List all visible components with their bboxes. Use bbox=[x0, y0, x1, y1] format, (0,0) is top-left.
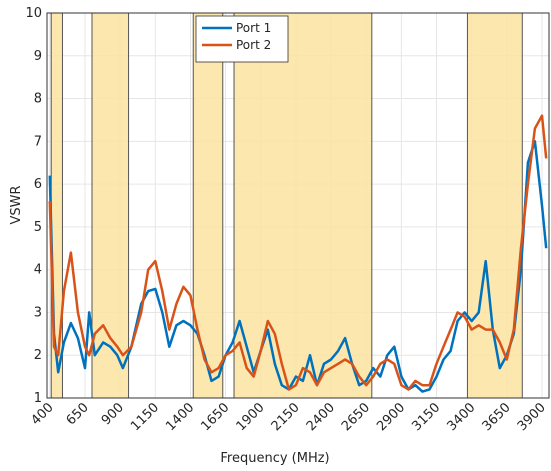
legend-label: Port 1 bbox=[236, 21, 271, 35]
line bbox=[48, 114, 548, 391]
y-tick-label: 6 bbox=[34, 177, 42, 192]
x-tick-label: 1650 bbox=[198, 400, 232, 434]
line bbox=[48, 140, 548, 393]
y-tick-label: 8 bbox=[34, 92, 42, 107]
x-tick-label: 900 bbox=[99, 400, 127, 428]
band bbox=[233, 12, 373, 399]
y-tick-label: 4 bbox=[34, 263, 42, 278]
x-tick-label: 1900 bbox=[234, 400, 268, 434]
x-tick-label: 400 bbox=[28, 400, 56, 428]
y-tick-label: 1 bbox=[34, 391, 42, 406]
x-tick-label: 2900 bbox=[374, 400, 408, 434]
y-tick-label: 9 bbox=[34, 49, 42, 64]
x-tick-label: 1400 bbox=[163, 400, 197, 434]
x-tick-label: 1150 bbox=[128, 400, 162, 434]
x-tick-label: 3650 bbox=[480, 400, 514, 434]
x-tick-label: 2150 bbox=[269, 400, 303, 434]
x-tick-label: 3900 bbox=[515, 400, 549, 434]
band bbox=[192, 12, 224, 399]
x-tick-label: 650 bbox=[64, 400, 92, 428]
x-tick-label: 2650 bbox=[339, 400, 373, 434]
y-tick-label: 10 bbox=[25, 6, 42, 21]
y-tick-label: 5 bbox=[34, 220, 42, 235]
x-axis-label: Frequency (MHz) bbox=[220, 451, 329, 466]
x-tick-label: 3400 bbox=[444, 400, 478, 434]
y-tick-label: 2 bbox=[34, 348, 42, 363]
band bbox=[91, 12, 130, 399]
legend-box bbox=[195, 15, 289, 63]
y-axis-label: VSWR bbox=[9, 185, 24, 224]
y-tick-label: 7 bbox=[34, 134, 42, 149]
legend-label: Port 2 bbox=[236, 38, 271, 52]
y-tick-label: 3 bbox=[34, 305, 42, 320]
axes-box bbox=[46, 12, 550, 399]
x-tick-label: 3150 bbox=[409, 400, 443, 434]
x-tick-label: 2400 bbox=[304, 400, 338, 434]
